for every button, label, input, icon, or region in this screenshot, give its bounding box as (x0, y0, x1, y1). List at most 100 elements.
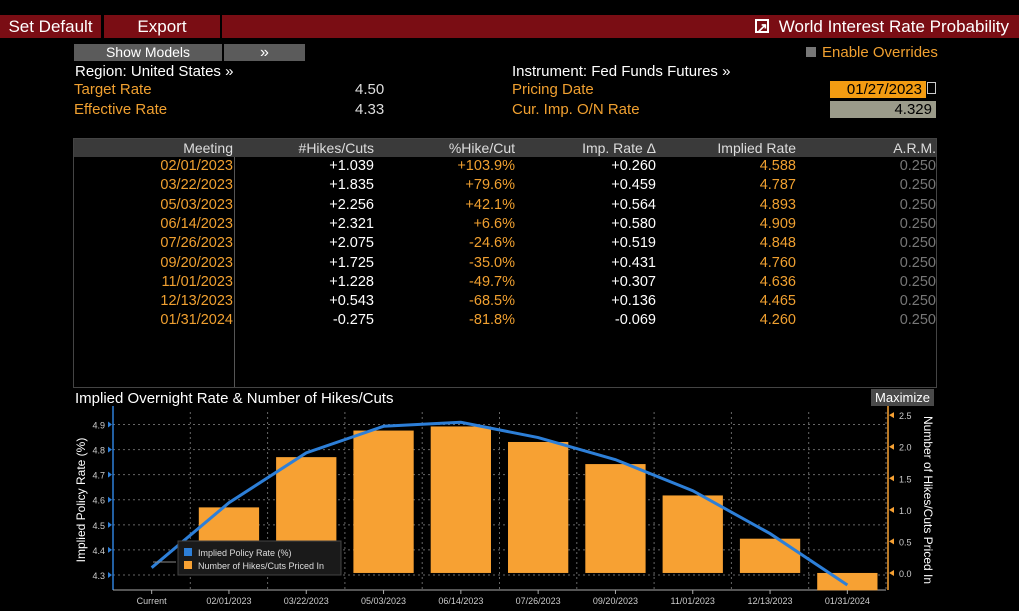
y-tick-label: 4.7 (92, 471, 105, 481)
cell-arm: 0.250 (899, 312, 936, 329)
cell-arm: 0.250 (899, 158, 936, 174)
table-row[interactable]: 05/03/2023 +2.256 +42.1% +0.564 4.893 0.250 (74, 196, 936, 215)
cell-implied-rate: 4.636 (759, 273, 796, 290)
col-meeting[interactable]: Meeting (183, 140, 233, 156)
x-tick-label: 07/26/2023 (516, 596, 561, 606)
implied-rate-line (150, 420, 849, 587)
cell-implied-rate: 4.787 (759, 177, 796, 194)
x-tick-label: 09/20/2023 (593, 596, 638, 606)
checkbox-icon[interactable] (806, 47, 816, 57)
x-tick-label: 11/01/2023 (671, 596, 715, 606)
y-tick-label: 4.4 (92, 546, 105, 556)
cell-hikes-cuts: -0.275 (332, 312, 374, 329)
y2-tick-label: 0.0 (899, 569, 912, 579)
cell-hikes-cuts: +1.228 (329, 273, 374, 290)
title-bar (222, 15, 1019, 38)
popout-icon[interactable] (754, 16, 769, 39)
y-tick-marker (108, 421, 112, 428)
instrument-selector[interactable]: Instrument: Fed Funds Futures » (512, 63, 731, 80)
cell-hikes-cuts: +2.321 (329, 215, 374, 232)
export-button[interactable]: Export (104, 15, 220, 38)
cur-imp-rate-input[interactable]: 4.329 (830, 101, 936, 118)
calendar-icon[interactable] (927, 82, 936, 94)
effective-rate-label: Effective Rate (74, 101, 168, 118)
cell-hikes-cuts: +1.725 (329, 254, 374, 271)
x-tick-label: Current (137, 596, 168, 606)
cell-imp-delta: +0.136 (611, 293, 656, 310)
cell-imp-delta: +0.459 (611, 177, 656, 194)
y2-tick-label: 2.0 (899, 443, 912, 453)
col-pct-hike-cut[interactable]: %Hike/Cut (448, 140, 515, 156)
cell-pct: -24.6% (469, 235, 515, 252)
table-row[interactable]: 12/13/2023 +0.543 -68.5% +0.136 4.465 0.250 (74, 292, 936, 311)
cell-imp-delta: +0.307 (611, 273, 656, 290)
table-row[interactable]: 02/01/2023 +1.039 +103.9% +0.260 4.588 0.250 (74, 157, 936, 176)
hikes-cuts-bar (585, 464, 646, 573)
cell-implied-rate: 4.465 (759, 293, 796, 310)
cell-implied-rate: 4.848 (759, 235, 796, 252)
pricing-date-input[interactable]: 01/27/2023 (830, 81, 926, 98)
cell-arm: 0.250 (899, 235, 936, 252)
top-bar: Set Default Export World Interest Rate P… (0, 0, 1019, 39)
cell-implied-rate: 4.893 (759, 196, 796, 213)
meetings-table: Meeting #Hikes/Cuts %Hike/Cut Imp. Rate … (73, 138, 937, 388)
legend-box (177, 540, 342, 576)
cell-meeting: 07/26/2023 (160, 235, 233, 252)
enable-overrides-checkbox[interactable]: Enable Overrides (806, 44, 938, 61)
table-row[interactable]: 01/31/2024 -0.275 -81.8% -0.069 4.260 0.250 (74, 311, 936, 330)
hikes-cuts-bar (508, 441, 569, 573)
y-tick-marker (108, 546, 112, 553)
y-tick-label: 4.3 (92, 571, 105, 581)
y-tick-label: 4.6 (92, 496, 105, 506)
cell-meeting: 01/31/2024 (160, 312, 233, 329)
cell-pct: +6.6% (473, 215, 515, 232)
y-tick-label: 4.8 (92, 446, 105, 456)
x-tick-label: 01/31/2024 (825, 596, 870, 606)
cell-pct: -49.7% (469, 273, 515, 290)
hikes-cuts-bar (662, 495, 723, 573)
y2-tick-marker (889, 538, 894, 545)
cell-implied-rate: 4.260 (759, 312, 796, 329)
cell-meeting: 09/20/2023 (160, 254, 233, 271)
col-hikes-cuts[interactable]: #Hikes/Cuts (298, 140, 374, 156)
maximize-button[interactable]: Maximize (871, 389, 934, 406)
col-imp-rate-delta[interactable]: Imp. Rate Δ (582, 140, 656, 156)
show-models-button[interactable]: Show Models (74, 44, 222, 61)
y-tick-label: 4.9 (92, 421, 105, 431)
region-selector[interactable]: Region: United States » (75, 63, 234, 80)
cell-hikes-cuts: +2.075 (329, 235, 374, 252)
cell-pct: -68.5% (469, 293, 515, 310)
col-implied-rate[interactable]: Implied Rate (717, 140, 796, 156)
enable-overrides-label: Enable Overrides (822, 44, 938, 61)
set-default-button[interactable]: Set Default (0, 15, 101, 38)
cell-hikes-cuts: +1.835 (329, 177, 374, 194)
cell-pct: +103.9% (457, 158, 515, 174)
cell-pct: -35.0% (469, 254, 515, 271)
y-tick-marker (108, 446, 112, 453)
x-tick-label: 02/01/2023 (206, 596, 251, 606)
cell-imp-delta: +0.564 (611, 196, 656, 213)
effective-rate-value: 4.33 (355, 101, 385, 118)
table-row[interactable]: 06/14/2023 +2.321 +6.6% +0.580 4.909 0.250 (74, 215, 936, 234)
table-row[interactable]: 11/01/2023 +1.228 -49.7% +0.307 4.636 0.250 (74, 273, 937, 292)
table-row[interactable]: 03/22/2023 +1.835 +79.6% +0.459 4.787 0.250 (74, 176, 936, 195)
expand-models-button[interactable]: » (224, 44, 305, 61)
legend-label-hikes: Number of Hikes/Cuts Priced In (198, 561, 324, 571)
cell-arm: 0.250 (899, 177, 936, 194)
col-arm[interactable]: A.R.M. (893, 140, 936, 156)
pricing-date-label: Pricing Date (512, 81, 594, 98)
column-divider (234, 157, 235, 387)
cell-imp-delta: +0.260 (611, 158, 656, 174)
table-row[interactable]: 09/20/2023 +1.725 -35.0% +0.431 4.760 0.250 (74, 254, 936, 273)
table-row[interactable]: 07/26/2023 +2.075 -24.6% +0.519 4.848 0.250 (74, 234, 936, 253)
x-tick-label: 12/13/2023 (748, 596, 793, 606)
y2-axis-label: Number of Hikes/Cuts Priced In (921, 416, 935, 584)
y2-tick-label: 1.0 (899, 506, 912, 516)
y2-tick-marker (889, 412, 894, 419)
cell-pct: +79.6% (465, 177, 515, 194)
cell-arm: 0.250 (899, 196, 936, 213)
hikes-cuts-bar (430, 426, 491, 573)
cell-hikes-cuts: +1.039 (329, 158, 374, 174)
y2-tick-label: 1.5 (899, 474, 912, 484)
cell-meeting: 05/03/2023 (160, 196, 233, 213)
